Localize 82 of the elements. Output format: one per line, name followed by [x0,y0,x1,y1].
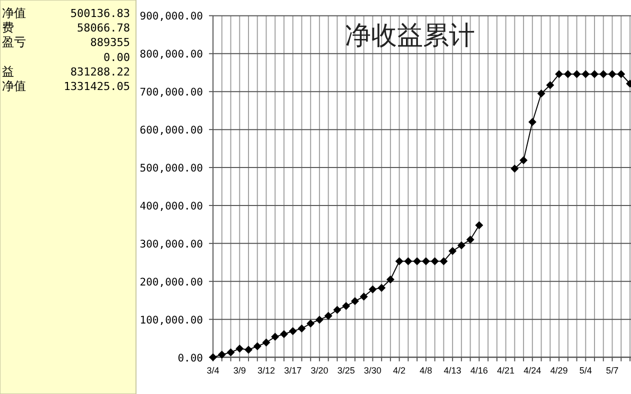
text: 益 [2,64,14,78]
y-tick-label: 100,000.00 [140,314,203,326]
x-tick-label: 3/4 [206,365,220,376]
point [368,285,377,294]
point [582,70,590,78]
point [386,275,394,284]
point [599,70,608,78]
point [360,292,368,301]
y-tick-label: 800,000.00 [140,48,203,61]
x-tick-label: 4/21 [497,365,515,376]
point [226,348,235,356]
point [280,330,288,338]
text: 58066.78 [77,22,130,35]
x-tick-label: 4/24 [524,365,542,376]
point [298,324,306,332]
text: 1331425.05 [64,80,130,93]
x-tick-label: 4/16 [470,365,488,376]
point [564,70,572,78]
y-tick-label: 700,000.00 [140,86,203,99]
point [590,70,599,78]
text: 0.00 [104,50,130,64]
point [520,156,528,164]
point [430,257,439,266]
point [342,302,350,310]
text: 831288.22 [70,65,130,78]
x-tick-label: 4/8 [420,365,432,376]
text: 净值 [2,6,26,20]
point [440,257,448,266]
x-tick-label: 4/29 [550,365,568,376]
point [413,257,422,266]
x-tick-label: 5/7 [606,365,619,376]
point [315,316,324,324]
y-tick-label: 600,000.00 [140,124,203,137]
point [244,346,252,354]
point [528,118,536,126]
point [262,338,270,346]
point [608,70,616,78]
x-tick-label: 5/4 [579,365,592,376]
point [422,257,430,266]
point [510,164,519,173]
point [378,284,386,292]
x-tick-label: 4/13 [444,365,462,376]
point [271,332,280,341]
chart-title: 净收益累计 [345,20,475,50]
point [333,306,342,314]
point [572,70,581,78]
y-tick-label: 500,000.00 [140,162,203,175]
point [475,221,484,230]
point [209,353,217,362]
point [350,297,359,306]
y-tick-label: 0.00 [178,352,203,364]
y-tick-label: 900,000.00 [140,10,203,23]
text: 净值 [2,79,26,93]
y-tick-label: 300,000.00 [140,238,203,250]
x-tick-label: 3/9 [233,365,246,376]
text: 盈亏 [2,35,26,50]
y-tick-label: 400,000.00 [140,200,203,212]
x-tick-label: 3/30 [364,365,382,376]
point [546,81,554,90]
point [555,70,564,78]
x-tick-label: 3/17 [284,365,302,376]
point [457,241,466,250]
text: 889355 [90,36,130,50]
text: 500136.83 [70,7,130,20]
point [236,344,244,353]
x-tick-label: 3/25 [337,365,355,376]
point [288,327,297,336]
point [537,90,546,98]
point [253,342,262,350]
point [617,70,626,78]
point [324,312,332,320]
text: 费 [2,20,14,35]
point [466,236,474,244]
y-tick-label: 200,000.00 [140,276,203,288]
point [218,350,226,359]
point [448,247,457,256]
x-tick-label: 4/2 [393,365,406,376]
point [306,320,315,328]
point [404,257,412,266]
x-tick-label: 3/20 [310,365,328,376]
x-tick-label: 3/12 [257,365,275,376]
point [395,257,404,266]
